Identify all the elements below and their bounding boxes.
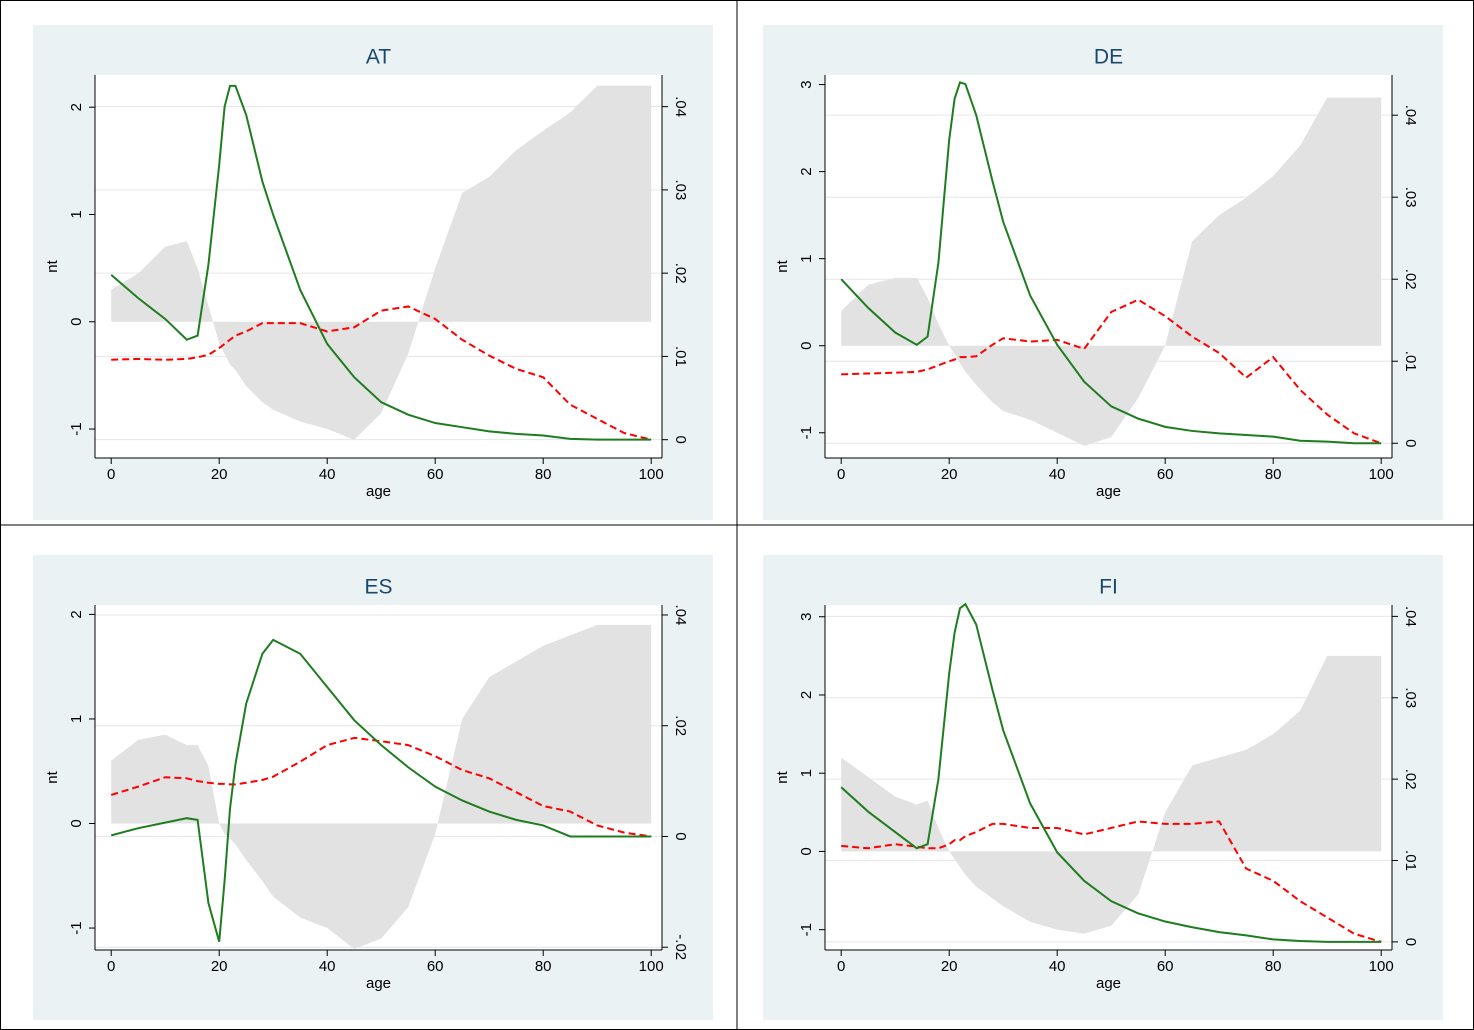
area: [841, 97, 1382, 446]
line: [110, 638, 652, 942]
y-tick-label: 2: [798, 691, 815, 699]
x-tick-label: 20: [941, 958, 958, 975]
y2-tick-label: .01: [1402, 351, 1419, 372]
y-tick-label: 1: [68, 715, 85, 723]
y2-tick-label: 0: [1402, 439, 1419, 447]
y-tick-label: 1: [798, 769, 815, 777]
area: [111, 85, 652, 440]
y-axis-label: nt: [774, 259, 791, 272]
y2-tick-label: .02: [1402, 269, 1419, 290]
y2-tick-label: .03: [1402, 187, 1419, 208]
y-tick-label: 0: [798, 342, 815, 350]
x-tick-label: 80: [1265, 958, 1282, 975]
y2-tick-label: .02: [1402, 769, 1419, 790]
x-axis-label: age: [1096, 483, 1121, 500]
x-tick-label: 60: [1157, 958, 1174, 975]
x-tick-label: 100: [1369, 958, 1394, 975]
y-tick-label: 0: [68, 318, 85, 326]
x-tick-label: 40: [1049, 958, 1066, 975]
y-tick-label: -1: [798, 426, 815, 439]
line: [840, 81, 1382, 445]
x-tick-label: 60: [427, 958, 444, 975]
x-tick-label: 40: [319, 466, 336, 483]
y2-tick-label: .02: [672, 715, 689, 736]
line: [841, 820, 1382, 943]
y-tick-label: 2: [68, 103, 85, 111]
y2-tick-label: .04: [1402, 606, 1419, 627]
y-tick-label: 0: [68, 819, 85, 827]
y-axis-label: nt: [44, 259, 61, 272]
y2-tick-label: 0: [672, 832, 689, 840]
y2-tick-label: .02: [672, 263, 689, 284]
x-tick-label: 100: [1369, 466, 1394, 483]
x-tick-label: 40: [319, 958, 336, 975]
area: [111, 624, 652, 949]
x-tick-label: 80: [535, 466, 552, 483]
y2-tick-label: 0: [1402, 938, 1419, 946]
x-axis-label: age: [366, 975, 391, 992]
y-tick-label: 1: [68, 210, 85, 218]
y2-tick-label: .03: [672, 179, 689, 200]
panel-title: AT: [366, 46, 391, 69]
x-tick-label: 40: [1049, 466, 1066, 483]
x-tick-label: 60: [1157, 466, 1174, 483]
y-tick-label: 3: [798, 613, 815, 621]
x-tick-label: 0: [107, 958, 115, 975]
line: [110, 84, 652, 441]
y2-tick-label: 0: [672, 436, 689, 444]
x-tick-label: 80: [1265, 466, 1282, 483]
y2-tick-label: .04: [672, 605, 689, 626]
y-tick-label: 2: [68, 610, 85, 618]
y-tick-label: -1: [68, 921, 85, 934]
y2-tick-label: -.02: [672, 934, 689, 960]
panel-title: ES: [364, 576, 392, 599]
panel-title: FI: [1099, 576, 1118, 599]
line: [840, 602, 1382, 943]
y2-tick-label: .01: [1402, 850, 1419, 871]
line: [841, 298, 1382, 445]
y-tick-label: 1: [798, 254, 815, 262]
line: [111, 305, 652, 441]
panel-title: DE: [1094, 46, 1123, 69]
x-tick-label: 60: [427, 466, 444, 483]
y-axis-label: nt: [774, 770, 791, 783]
x-tick-label: 100: [639, 466, 664, 483]
y-tick-label: 3: [798, 80, 815, 88]
x-tick-label: 0: [107, 466, 115, 483]
y-tick-label: -1: [798, 923, 815, 936]
x-axis-label: age: [1096, 975, 1121, 992]
y2-tick-label: .01: [672, 346, 689, 367]
y-tick-label: -1: [68, 422, 85, 435]
y-tick-label: 0: [798, 847, 815, 855]
x-tick-label: 20: [211, 958, 228, 975]
y2-tick-label: .04: [672, 96, 689, 117]
x-tick-label: 0: [837, 466, 845, 483]
y-tick-label: 2: [798, 167, 815, 175]
y2-tick-label: .03: [1402, 687, 1419, 708]
line: [110, 736, 652, 838]
x-tick-label: 20: [941, 466, 958, 483]
x-axis-label: age: [366, 483, 391, 500]
x-tick-label: 100: [639, 958, 664, 975]
y2-tick-label: .04: [1402, 105, 1419, 126]
x-tick-label: 0: [837, 958, 845, 975]
area: [841, 655, 1382, 934]
y-axis-label: nt: [44, 770, 61, 783]
x-tick-label: 80: [535, 958, 552, 975]
x-tick-label: 20: [211, 466, 228, 483]
